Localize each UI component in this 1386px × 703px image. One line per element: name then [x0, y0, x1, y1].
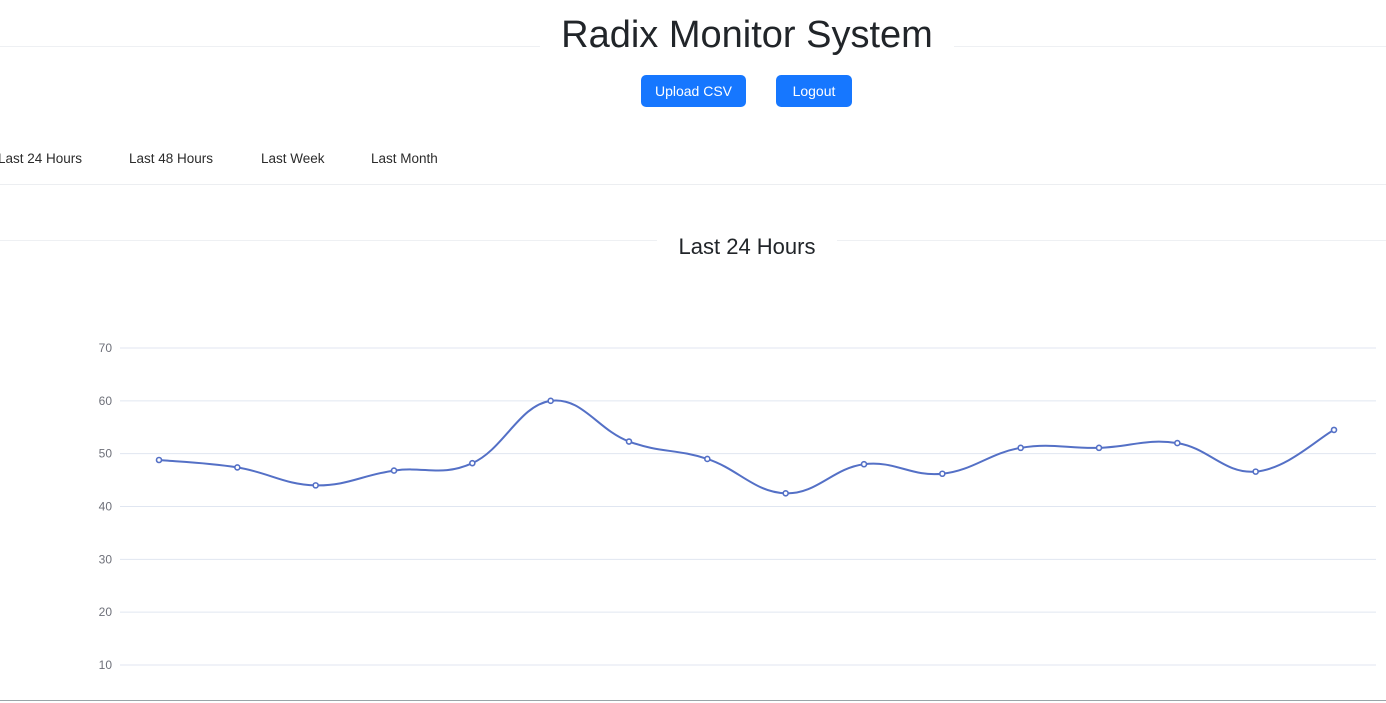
header: Radix Monitor System — [0, 0, 1386, 70]
tab-last-24-hours[interactable]: Last 24 Hours — [0, 151, 83, 166]
line-chart: 10 20 30 40 50 60 70 — [99, 341, 1376, 672]
y-tick-label: 60 — [99, 394, 113, 408]
data-point[interactable] — [1017, 444, 1024, 452]
data-point[interactable] — [625, 438, 633, 445]
data-point[interactable] — [155, 456, 163, 464]
data-point[interactable] — [1095, 444, 1103, 452]
time-range-tabs: Last 24 Hours Last 48 Hours Last Week La… — [0, 140, 1386, 185]
logout-button[interactable]: Logout — [776, 75, 852, 107]
data-point[interactable] — [390, 467, 398, 474]
y-tick-label: 20 — [99, 605, 113, 619]
data-point[interactable] — [1252, 468, 1259, 475]
y-tick-label: 40 — [99, 500, 113, 514]
data-point[interactable] — [1174, 439, 1181, 447]
section-title: Last 24 Hours — [657, 232, 837, 262]
y-tick-label: 30 — [99, 552, 113, 566]
data-point[interactable] — [547, 397, 554, 405]
upload-csv-button[interactable]: Upload CSV — [641, 75, 746, 107]
page-title: Radix Monitor System — [540, 10, 954, 60]
data-point[interactable] — [939, 470, 946, 478]
data-point[interactable] — [469, 459, 476, 467]
data-point[interactable] — [234, 464, 241, 471]
tab-last-month[interactable]: Last Month — [371, 151, 438, 166]
data-point[interactable] — [312, 482, 319, 489]
data-point[interactable] — [1330, 426, 1338, 434]
data-point[interactable] — [704, 455, 711, 463]
data-point[interactable] — [860, 460, 868, 468]
tab-last-week[interactable]: Last Week — [261, 151, 325, 166]
tab-last-48-hours[interactable]: Last 48 Hours — [129, 151, 214, 166]
bottom-border — [0, 700, 1386, 701]
series-line — [158, 399, 1335, 495]
data-point[interactable] — [782, 489, 789, 497]
y-tick-label: 70 — [99, 341, 113, 355]
y-tick-label: 10 — [99, 658, 113, 672]
y-tick-label: 50 — [99, 447, 113, 461]
